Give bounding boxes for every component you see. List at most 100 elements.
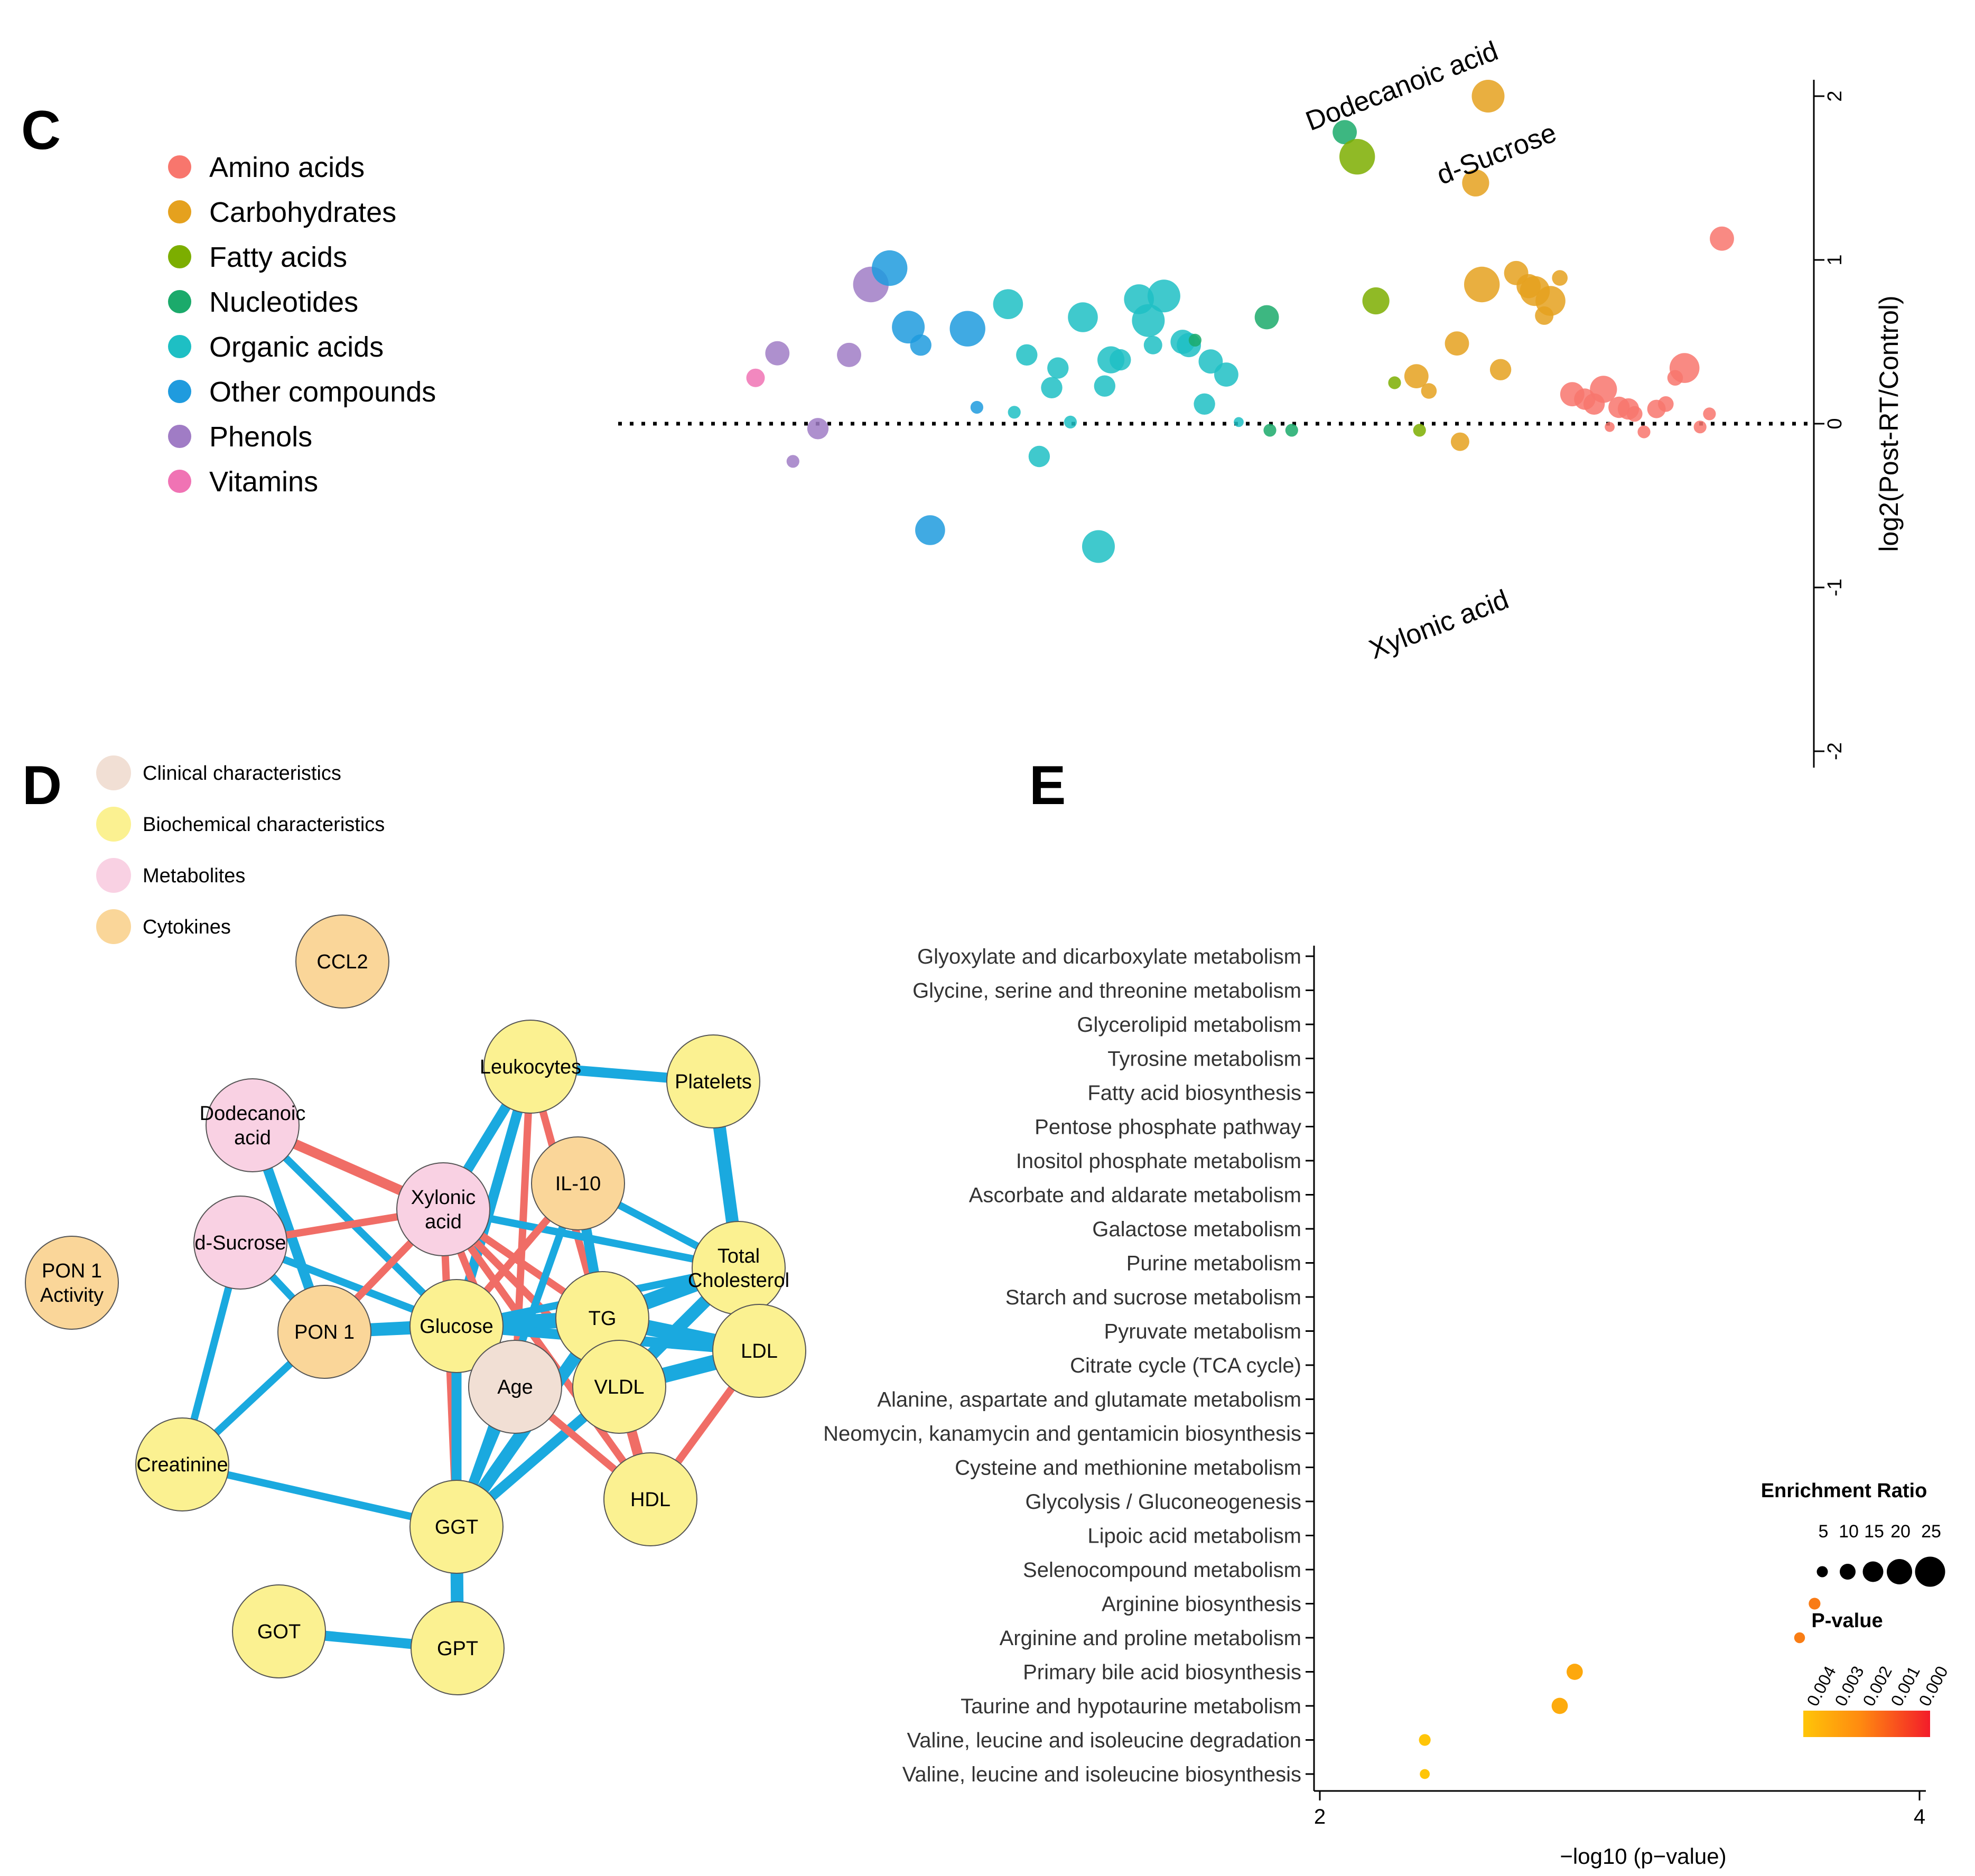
data-point [746, 368, 765, 387]
size-legend-dot [1840, 1564, 1856, 1580]
pathway-label: Taurine and hypotaurine metabolism [961, 1695, 1301, 1718]
panel-e-legend: Enrichment Ratio P-value 5 10 15 20 250.0040… [1761, 1480, 1952, 1737]
legend-label: Phenols [209, 421, 312, 453]
network-node-vldl: VLDL [572, 1340, 666, 1434]
panel-e-axes: 246810−log10 (p−value) [1313, 946, 1926, 1869]
data-point [1450, 432, 1469, 451]
legend-marker [168, 335, 191, 358]
y-tick-label: 2 [1824, 90, 1846, 101]
data-point [837, 342, 861, 367]
pathway-label: Lipoic acid metabolism [1087, 1525, 1301, 1548]
pathway-label: Purine metabolism [1126, 1252, 1301, 1275]
pathway-point [1567, 1664, 1583, 1680]
data-point [1214, 362, 1238, 387]
x-axis-label: −log10 (p−value) [1560, 1844, 1726, 1869]
legend-marker [168, 155, 191, 179]
node-label: Total [718, 1245, 760, 1267]
legend-label: Nucleotides [209, 286, 358, 318]
pathway-point [1809, 1598, 1821, 1610]
node-circle [531, 1136, 625, 1230]
data-point [1132, 304, 1165, 337]
data-point [1147, 279, 1180, 313]
network-node-age: Age [468, 1340, 562, 1434]
size-legend-value: 15 [1864, 1522, 1884, 1542]
data-point [993, 289, 1023, 319]
data-point [1285, 424, 1298, 437]
size-legend-value: 20 [1890, 1522, 1911, 1542]
data-point [1552, 270, 1568, 286]
pathway-label: Neomycin, kanamycin and gentamicin biosy… [823, 1422, 1301, 1445]
size-legend-value: 5 [1819, 1522, 1829, 1542]
size-legend-title: Enrichment Ratio [1761, 1480, 1927, 1502]
data-point [1605, 422, 1615, 432]
pathway-label: Ascorbate and aldarate metabolism [969, 1184, 1301, 1207]
node-circle [277, 1285, 371, 1379]
data-point [1462, 169, 1489, 197]
legend-label: Cytokines [143, 916, 231, 938]
data-point [1339, 139, 1375, 175]
x-tick-label: 2 [1314, 1805, 1326, 1828]
pathway-label: Selenocompound metabolism [1023, 1558, 1301, 1582]
data-point [1041, 377, 1063, 398]
legend-marker [96, 807, 131, 842]
network-node-hdl: HDL [603, 1452, 697, 1546]
node-circle [666, 1034, 760, 1128]
node-circle [411, 1601, 505, 1695]
legend-label: Other compounds [209, 376, 436, 408]
legend-label: Amino acids [209, 152, 365, 183]
annotation-label: d-Sucrose [1433, 117, 1561, 191]
data-point [786, 455, 799, 468]
data-point [807, 418, 829, 440]
data-point [1703, 407, 1716, 421]
node-label: GOT [257, 1621, 301, 1643]
data-point [949, 311, 985, 347]
size-legend-dot [1816, 1566, 1828, 1578]
pathway-label: Glycerolipid metabolism [1077, 1013, 1301, 1037]
legend-marker [96, 909, 131, 944]
node-circle [603, 1452, 697, 1546]
network-node-il10: IL-10 [531, 1136, 625, 1230]
y-tick-label: 0 [1824, 418, 1846, 429]
data-point [1254, 305, 1279, 330]
node-label: Dodecanoic [200, 1103, 306, 1125]
node-label: HDL [630, 1489, 670, 1511]
data-point [1404, 364, 1429, 388]
node-label: GGT [435, 1516, 478, 1538]
pathway-label: Cysteine and methionine metabolism [955, 1457, 1301, 1480]
data-point [1333, 120, 1357, 145]
data-point [1047, 357, 1069, 379]
node-circle [396, 1162, 490, 1256]
p-value-colorbar [1803, 1711, 1930, 1737]
node-label: GPT [437, 1638, 478, 1660]
color-legend-tick: 0.000 [1915, 1663, 1951, 1710]
pathway-label: Alanine, aspartate and glutamate metabol… [877, 1388, 1301, 1412]
data-point [1110, 349, 1131, 371]
legend-marker [168, 425, 191, 448]
pathway-point [1794, 1632, 1805, 1644]
annotation-label: Xylonic acid [1365, 584, 1513, 666]
data-point [1388, 376, 1401, 389]
pathway-point [1420, 1769, 1430, 1779]
pathway-label: Arginine and proline metabolism [1000, 1627, 1301, 1650]
data-point [1413, 424, 1426, 437]
pathway-label: Glycolysis / Gluconeogenesis [1026, 1490, 1301, 1514]
legend-label: Biochemical characteristics [143, 814, 385, 836]
node-circle [295, 914, 389, 1009]
node-circle [692, 1221, 786, 1315]
panel-d: Clinical characteristics Biochemical char… [25, 755, 806, 1695]
node-circle [206, 1078, 300, 1172]
network-node-gpt: GPT [411, 1601, 505, 1695]
node-label: PON 1 [294, 1321, 355, 1343]
data-point [1188, 333, 1201, 347]
node-circle [468, 1340, 562, 1434]
y-axis-label: log2(Post-RT/Control) [1874, 295, 1904, 552]
data-point [1008, 406, 1021, 419]
pathway-label: Pentose phosphate pathway [1035, 1116, 1301, 1139]
data-point [1464, 266, 1500, 303]
pathway-label: Citrate cycle (TCA cycle) [1070, 1354, 1301, 1377]
legend-label: Vitamins [209, 466, 318, 498]
pathway-rows: Glyoxylate and dicarboxylate metabolism G… [823, 945, 1821, 1786]
network-node-creat: Creatinine [135, 1417, 229, 1511]
